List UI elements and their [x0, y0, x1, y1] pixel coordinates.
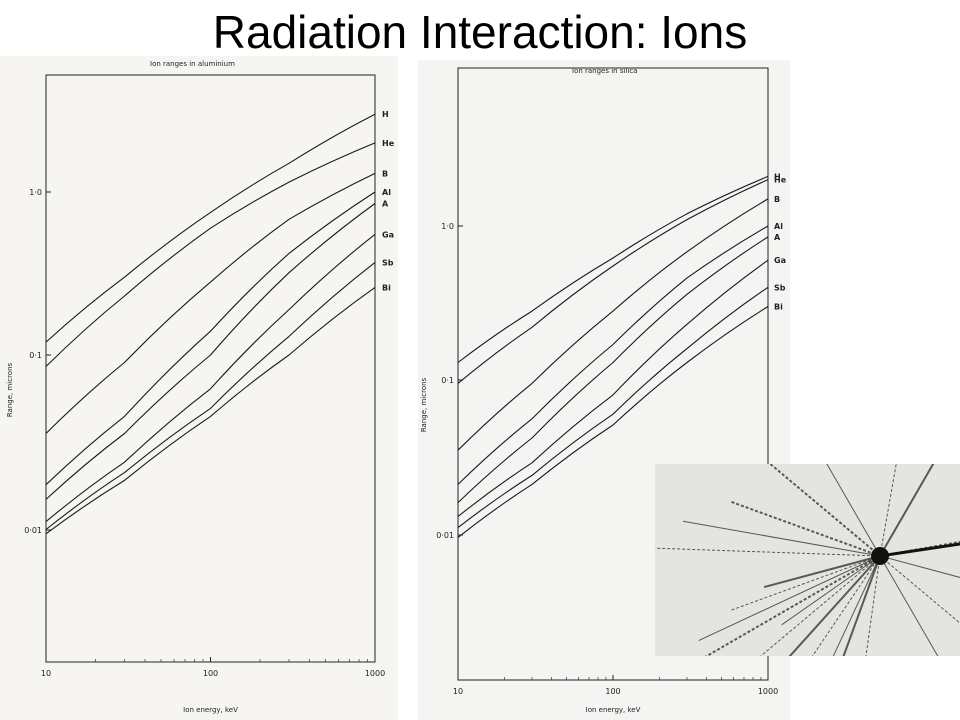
series-label-h: H — [774, 172, 781, 181]
chart-title: Ion ranges in silica — [572, 67, 637, 75]
series-label-he: He — [382, 139, 395, 148]
y-tick-label: 1·0 — [441, 222, 454, 231]
series-line-bi — [457, 306, 769, 538]
photo-background — [655, 464, 960, 656]
y-tick-label: 1·0 — [29, 188, 42, 197]
series-line-a — [45, 203, 376, 500]
silica-chart-svg: Ion ranges in silica 10 100 1000 Ion energy,… — [420, 67, 787, 714]
series-label-bi: Bi — [774, 303, 783, 312]
particle-track-icon — [655, 464, 960, 656]
series-line-ga — [45, 233, 376, 523]
particle-track — [811, 555, 881, 656]
series-label-a: A — [382, 200, 389, 209]
x-axis-label: Ion energy, keV — [183, 706, 238, 714]
particle-track — [682, 520, 881, 557]
series-label-bi: Bi — [382, 283, 391, 292]
series-line-bi — [45, 286, 376, 535]
series-label-b: B — [774, 195, 780, 204]
x-tick-label: 10 — [41, 669, 51, 678]
series-line-b — [457, 198, 769, 451]
particle-track — [842, 555, 881, 656]
aluminium-range-chart: Ion ranges in aluminium 10 100 1000 Ion ener… — [0, 56, 398, 720]
particle-track — [832, 555, 881, 656]
y-tick-label: 0·1 — [29, 351, 42, 360]
particle-track — [865, 555, 881, 656]
particle-track — [879, 555, 960, 578]
particle-track — [788, 555, 881, 656]
series-line-he — [45, 142, 376, 367]
series-label-sb: Sb — [774, 283, 786, 292]
series-line-al — [45, 191, 376, 486]
series-label-a: A — [774, 233, 781, 242]
particle-track — [879, 555, 960, 624]
particle-track — [729, 555, 881, 612]
series-line-h — [45, 113, 376, 343]
x-tick-label: 10 — [453, 687, 463, 696]
series-line-sb — [457, 286, 769, 529]
particle-track — [879, 464, 935, 557]
y-axis-label: Range, microns — [420, 377, 428, 432]
x-tick-label: 1000 — [758, 687, 778, 696]
series-label-al: Al — [774, 222, 783, 231]
x-tick-label: 1000 — [365, 669, 385, 678]
series-label-h: H — [382, 110, 389, 119]
x-tick-label: 100 — [605, 687, 620, 696]
series-line-al — [457, 225, 769, 485]
series-line-he — [457, 179, 769, 384]
series-line-sb — [45, 261, 376, 530]
series-label-ga: Ga — [774, 256, 786, 265]
particle-track-photo — [655, 464, 960, 656]
x-axis-label: Ion energy, keV — [586, 706, 641, 714]
particle-track — [879, 555, 939, 656]
aluminium-chart-svg: Ion ranges in aluminium 10 100 1000 Ion ener… — [6, 60, 395, 714]
series-line-h — [457, 175, 769, 363]
particle-track — [729, 500, 881, 557]
x-tick-label: 100 — [203, 669, 218, 678]
particle-track — [781, 555, 881, 626]
series-line-b — [45, 172, 376, 434]
y-tick-label: 0·01 — [436, 531, 454, 540]
y-tick-label: 0·01 — [24, 526, 42, 535]
series-label-b: B — [382, 169, 388, 178]
particle-track — [879, 542, 960, 558]
series-line-ga — [457, 259, 769, 517]
series-label-he: He — [774, 176, 787, 185]
series-label-ga: Ga — [382, 230, 394, 239]
particle-track — [760, 555, 881, 656]
slide-title: Radiation Interaction: Ions — [212, 6, 748, 58]
series-label-sb: Sb — [382, 258, 394, 267]
particle-track — [763, 555, 881, 589]
particle-track — [826, 464, 881, 557]
chart-title: Ion ranges in aluminium — [150, 60, 235, 68]
y-axis-label: Range, microns — [6, 362, 14, 417]
series-line-a — [457, 236, 769, 503]
plot-frame — [45, 74, 376, 663]
particle-track — [698, 555, 881, 641]
series-label-al: Al — [382, 188, 391, 197]
y-tick-label: 0·1 — [441, 376, 454, 385]
